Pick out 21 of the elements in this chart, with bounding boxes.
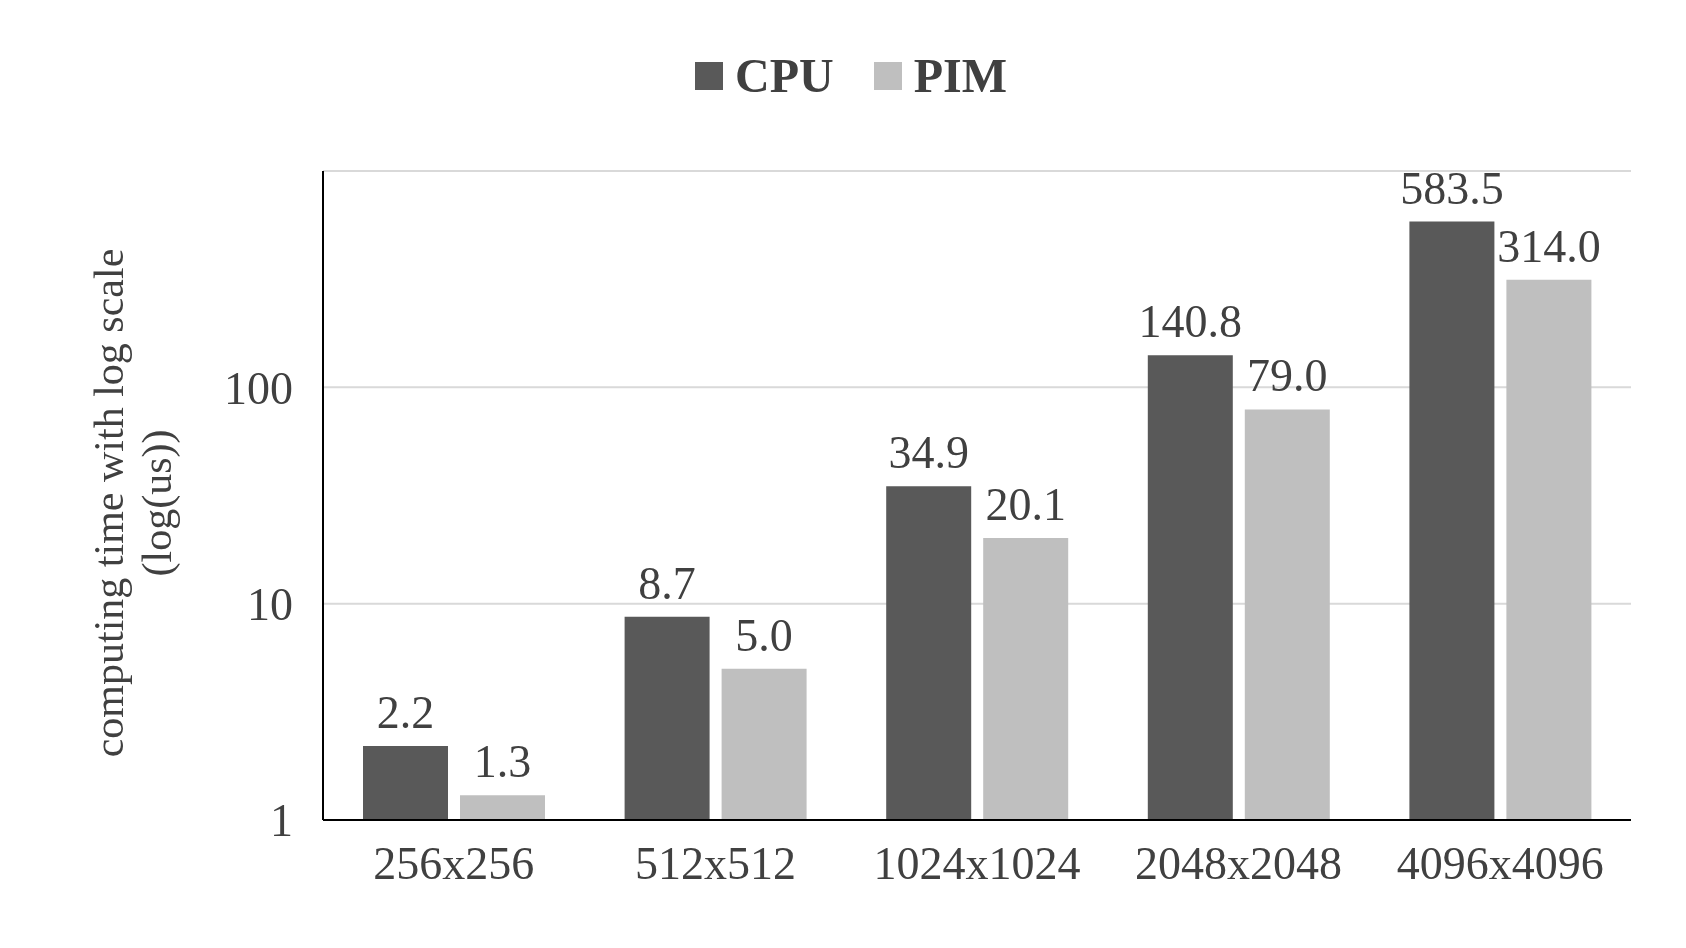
- text: 79.0: [1247, 350, 1328, 402]
- y-tick-label: 100: [224, 362, 293, 414]
- text: 1.3: [473, 736, 532, 788]
- x-tick-label: 1024x1024: [873, 837, 1081, 889]
- x-tick-label: 256x256: [373, 837, 535, 889]
- x-tick-label: 4096x4096: [1396, 837, 1604, 889]
- y-axis-title: computing time with log scale (log(us)): [85, 248, 181, 758]
- x-tick-label: 512x512: [634, 837, 796, 889]
- text: 5.0: [735, 609, 793, 661]
- text: 583.5: [1400, 162, 1504, 214]
- text: 314.0: [1497, 220, 1601, 272]
- x-tick-label: 2048x2048: [1135, 837, 1343, 889]
- text: 34.9: [888, 427, 969, 479]
- y-tick-label: 10: [247, 579, 293, 630]
- text: 140.8: [1138, 296, 1243, 348]
- text: 20.1: [985, 479, 1066, 531]
- y-tick-label: 1: [270, 795, 293, 847]
- legend-label: PIM: [913, 48, 1007, 103]
- text: 2.2: [376, 686, 435, 738]
- legend-label: CPU: [735, 48, 834, 103]
- text: 8.7: [638, 557, 696, 609]
